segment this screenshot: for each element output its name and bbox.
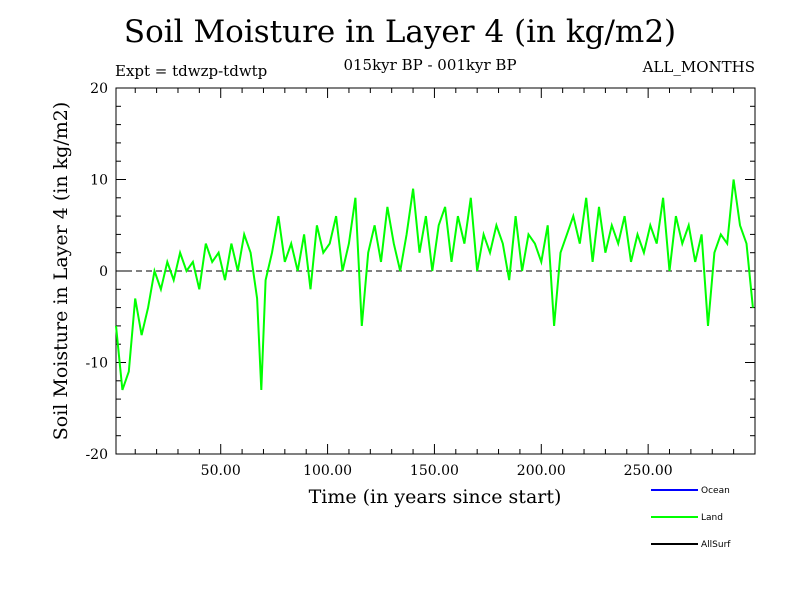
chart-title: Soil Moisture in Layer 4 (in kg/m2)	[123, 14, 677, 50]
series-line-land	[115, 179, 754, 391]
y-tick-label: -10	[85, 356, 108, 372]
x-tick-label: 150.00	[410, 463, 459, 479]
tick-labels: -20 -10 0 10 20 50.00 100.00 150.00 200.00 250.00	[85, 81, 672, 479]
y-tick-label: -20	[85, 447, 108, 463]
y-tick-label: 10	[90, 173, 108, 189]
experiment-label: Expt = tdwzp-tdwtp	[115, 62, 268, 80]
x-tick-label: 250.00	[624, 463, 673, 479]
legend-label: AllSurf	[701, 540, 731, 550]
months-label: ALL_MONTHS	[642, 58, 755, 76]
x-tick-label: 100.00	[303, 463, 352, 479]
x-axis-title: Time (in years since start)	[309, 486, 562, 508]
legend: Ocean Land AllSurf	[651, 486, 731, 550]
legend-label: Ocean	[701, 486, 730, 496]
y-tick-label: 20	[90, 81, 108, 97]
y-axis-title: Soil Moisture in Layer 4 (in kg/m2)	[50, 102, 72, 441]
legend-label: Land	[701, 513, 723, 523]
x-tick-label: 200.00	[517, 463, 566, 479]
y-tick-label: 0	[99, 264, 108, 280]
period-label: 015kyr BP - 001kyr BP	[343, 56, 517, 74]
x-tick-label: 50.00	[201, 463, 241, 479]
axis-ticks	[116, 87, 755, 455]
